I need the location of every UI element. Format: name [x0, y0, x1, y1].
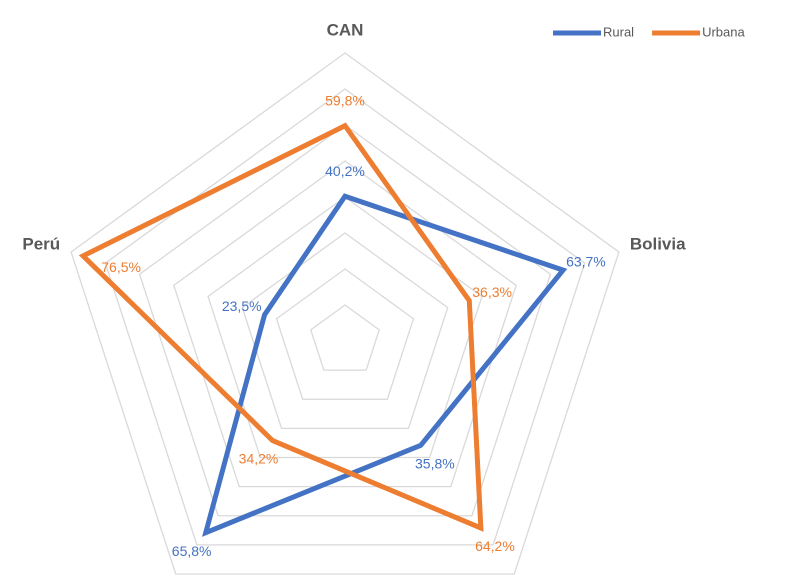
value-label: 40,2% — [325, 163, 365, 179]
value-label: 36,3% — [472, 284, 512, 300]
grid-ring — [104, 88, 586, 546]
category-label: Bolivia — [630, 235, 686, 254]
grid-ring — [173, 160, 517, 488]
series-line — [78, 122, 484, 532]
value-label: 35,8% — [415, 455, 455, 471]
category-label: CAN — [327, 20, 364, 39]
grid-ring — [207, 196, 483, 459]
value-label: 76,5% — [101, 259, 141, 275]
value-label: 64,2% — [475, 538, 515, 554]
grid-ring — [70, 52, 620, 575]
value-label: 59,8% — [325, 92, 365, 108]
value-label: 23,5% — [222, 298, 262, 314]
value-label: 63,7% — [566, 253, 606, 269]
value-label: 34,2% — [239, 451, 279, 467]
legend-label: Urbana — [702, 24, 745, 39]
series-line — [202, 193, 568, 537]
grid-ring — [138, 124, 552, 517]
category-label: Perú — [22, 235, 60, 254]
grid-ring — [309, 304, 381, 371]
legend-label: Rural — [603, 24, 634, 39]
grid-ring — [275, 268, 415, 400]
grid-ring — [241, 232, 449, 430]
value-label: 65,8% — [172, 543, 212, 559]
